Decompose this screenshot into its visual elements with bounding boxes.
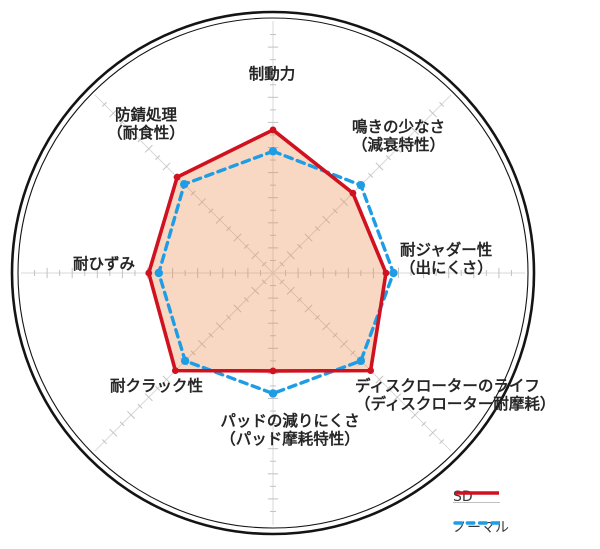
axis-label-line: （ディスクローター耐摩耗） [355, 394, 556, 413]
axis-label-line: 耐ジャダー性 [400, 241, 493, 259]
axis-label-line: （減衰特性） [352, 135, 446, 154]
legend-item-sd: SD [453, 488, 593, 506]
axis-label-line: 耐クラック性 [110, 377, 204, 395]
axis-label-low-squeal: 鳴きの少なさ （減衰特性） [352, 118, 446, 154]
axis-label-line: 制動力 [248, 65, 296, 83]
legend-item-normal: ノーマル [453, 518, 593, 536]
axis-label-braking-force: 制動力 [248, 65, 296, 84]
axis-label-line: 鳴きの少なさ [352, 118, 446, 136]
axis-label-rust-prevention: 防錆処理 （耐食性） [107, 106, 185, 142]
axis-label-line: （出にくさ） [400, 258, 493, 277]
dashed-line-swatch-icon [453, 521, 501, 525]
axis-label-pad-wear: パッドの減りにくさ （パッド摩耗特性） [220, 412, 360, 448]
axis-label-crack-resistance: 耐クラック性 [110, 377, 204, 396]
solid-line-swatch-icon [455, 491, 499, 495]
legend: SD ノーマル [453, 488, 593, 548]
axis-label-line: 防錆処理 [114, 106, 178, 124]
axis-label-judder-resistance: 耐ジャダー性 （出にくさ） [400, 241, 493, 277]
axis-label-line: 耐ひずみ [73, 255, 136, 273]
axis-label-line: （耐食性） [107, 123, 185, 142]
axis-label-strain-resistance: 耐ひずみ [73, 255, 136, 274]
axis-label-line: パッドの減りにくさ [220, 412, 360, 430]
axis-label-line: （パッド摩耗特性） [220, 429, 360, 448]
axis-label-rotor-life: ディスクローターのライフ （ディスクローター耐摩耗） [355, 377, 556, 413]
legend-divider [453, 502, 500, 503]
axis-label-line: ディスクローターのライフ [355, 377, 540, 395]
